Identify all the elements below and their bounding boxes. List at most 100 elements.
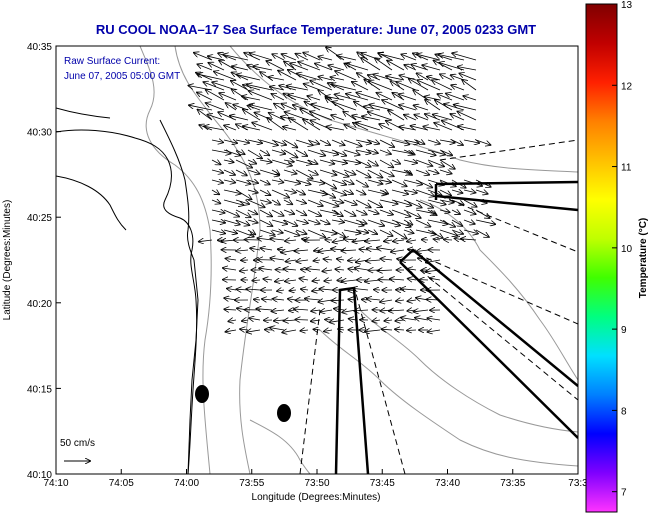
current-vector	[427, 170, 438, 173]
current-vector	[211, 200, 220, 203]
current-vector	[297, 74, 321, 81]
current-vector	[353, 288, 369, 290]
current-vector	[232, 66, 249, 71]
current-vector	[314, 329, 321, 330]
current-annotation-line2: June 07, 2005 05:00 GMT	[64, 71, 180, 82]
current-vector	[475, 139, 490, 145]
current-vector	[408, 269, 417, 270]
current-vector	[324, 280, 333, 281]
current-vector	[389, 310, 405, 311]
current-vector	[306, 269, 321, 270]
current-vector	[319, 139, 330, 145]
current-vector	[475, 190, 488, 194]
current-vector	[331, 209, 343, 216]
x-tick-label: 74:05	[109, 478, 134, 489]
current-vector	[428, 318, 441, 320]
current-vector	[247, 210, 257, 214]
current-vector	[379, 180, 391, 182]
current-vector	[439, 200, 453, 203]
current-vector	[439, 170, 452, 174]
current-vector	[310, 81, 333, 91]
current-vector	[307, 220, 320, 224]
current-vector	[415, 219, 430, 227]
current-vector	[271, 159, 292, 166]
map-panel: Raw Surface Current: June 07, 2005 05:00…	[55, 45, 579, 475]
current-vector	[223, 180, 235, 183]
current-vector	[379, 209, 393, 215]
current-vector	[427, 159, 444, 166]
current-vector	[365, 240, 381, 241]
current-vector	[235, 169, 247, 175]
current-vector	[253, 66, 273, 71]
current-vector	[247, 170, 259, 174]
current-vector	[259, 209, 272, 216]
current-vector	[379, 229, 393, 236]
current-vector	[434, 123, 453, 131]
current-vector	[295, 169, 313, 179]
current-vector	[319, 220, 330, 224]
current-vector	[370, 105, 393, 111]
current-vector	[428, 330, 441, 332]
current-vector	[425, 100, 441, 111]
current-vector	[460, 73, 477, 81]
current-vector	[319, 199, 338, 206]
current-vector	[319, 179, 336, 189]
current-vector	[395, 329, 405, 330]
current-vector	[223, 169, 235, 175]
current-vector	[384, 320, 393, 321]
x-tick-label: 73:35	[500, 478, 525, 489]
current-vector	[380, 300, 393, 302]
current-vector	[331, 84, 357, 91]
current-vector	[463, 96, 477, 101]
current-vector	[311, 104, 333, 111]
current-vector	[211, 210, 225, 213]
current-vector	[290, 290, 297, 291]
current-vector	[367, 210, 379, 214]
current-vector	[259, 189, 270, 195]
current-vector	[393, 240, 405, 241]
current-vector	[356, 123, 381, 131]
current-vector	[355, 179, 368, 187]
current-vector	[211, 220, 225, 223]
current-vector	[343, 190, 353, 194]
current-vector	[259, 160, 272, 162]
current-vector	[365, 330, 381, 332]
surface-current-vectors	[189, 47, 496, 332]
current-vector	[224, 125, 237, 131]
current-vector	[396, 82, 417, 91]
current-vector	[235, 189, 251, 199]
current-vector	[223, 140, 237, 143]
current-vector	[322, 270, 333, 271]
current-vector	[352, 82, 369, 91]
current-vector	[247, 140, 262, 143]
current-vector	[284, 269, 297, 270]
y-axis-label: Latitude (Degrees:Minutes)	[2, 200, 13, 321]
current-vector	[331, 149, 346, 156]
current-vector	[415, 140, 424, 144]
current-vector	[211, 149, 231, 154]
x-tick-label: 74:00	[174, 478, 199, 489]
current-vector	[399, 94, 417, 101]
current-vector	[343, 180, 354, 184]
current-vector	[439, 219, 455, 227]
current-vector	[333, 102, 357, 111]
current-vector	[282, 54, 297, 61]
current-vector	[235, 179, 250, 184]
current-vector	[331, 160, 347, 163]
current-vector	[197, 93, 213, 101]
current-vector	[433, 115, 453, 121]
current-vector	[252, 280, 261, 281]
current-vector	[427, 149, 445, 155]
current-vector	[259, 180, 270, 184]
figure-title: RU COOL NOAA–17 Sea Surface Temperature:…	[96, 22, 536, 37]
current-vector	[206, 90, 225, 101]
current-vector	[427, 209, 437, 215]
current-vector	[301, 289, 309, 290]
current-vector	[366, 260, 381, 261]
current-vector	[283, 180, 300, 184]
current-vector	[247, 149, 262, 158]
current-vector	[391, 229, 407, 239]
current-vector	[319, 159, 334, 164]
current-vector	[439, 159, 455, 169]
current-vector	[271, 219, 287, 224]
